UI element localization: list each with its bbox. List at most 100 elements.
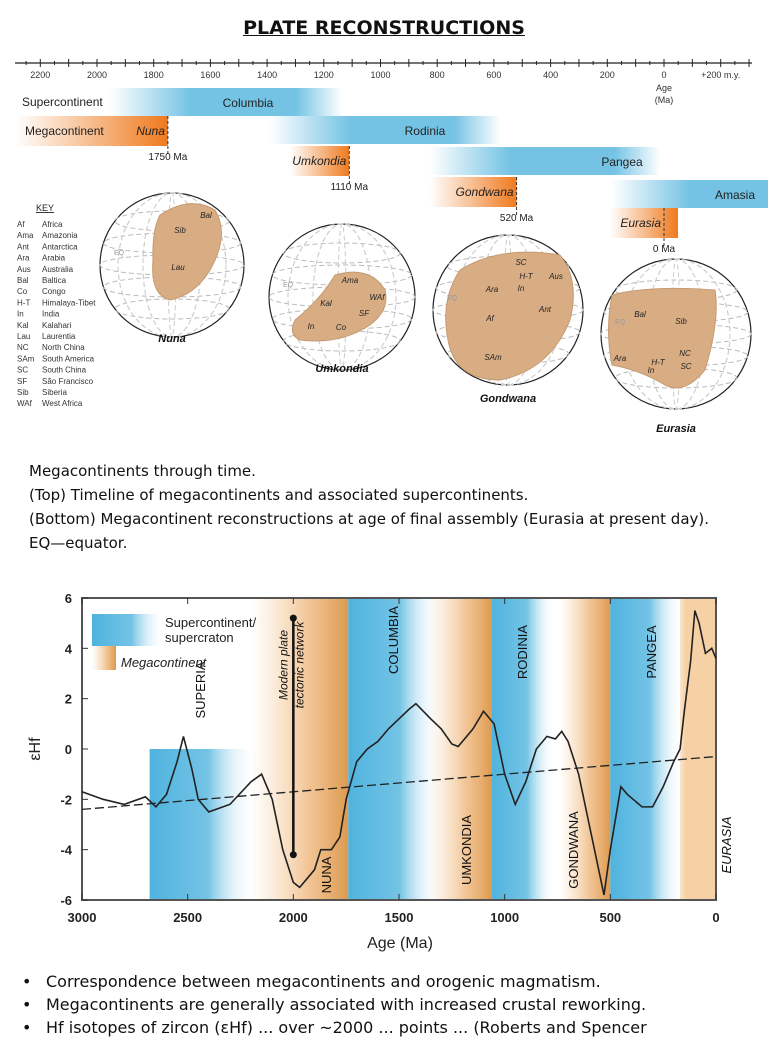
- megacontinent-label: Umkondia: [292, 154, 346, 168]
- x-tick-label: 3000: [68, 910, 97, 925]
- key-abbrev: Af: [17, 220, 25, 229]
- globe-title: Eurasia: [656, 423, 696, 435]
- key-name: India: [42, 310, 60, 319]
- band-label: SUPERIA: [193, 661, 208, 718]
- y-tick-label: 2: [65, 692, 72, 707]
- supercontinent-label: Columbia: [223, 96, 274, 110]
- region-label: Sib: [174, 226, 186, 235]
- x-tick-label: 2000: [279, 910, 308, 925]
- key-abbrev: In: [17, 310, 24, 319]
- region-label: NC: [679, 349, 691, 358]
- key-name: Siberia: [42, 388, 67, 397]
- megacontinent-label: Gondwana: [456, 185, 514, 199]
- longitude-line: [117, 192, 227, 338]
- x-tick-label: 2500: [173, 910, 202, 925]
- region-label: H-T: [651, 358, 665, 367]
- band-columbia: [348, 598, 442, 900]
- globe-eurasia: Bal Sib NC Ara H-T SC In EQ: [600, 258, 752, 410]
- tick-label: 2000: [87, 70, 107, 80]
- bands: [149, 598, 716, 900]
- tick-label: 600: [486, 70, 501, 80]
- x-axis-label: Age (Ma): [367, 935, 433, 952]
- caption-line: Megacontinents through time.: [29, 462, 256, 480]
- band-label: NUNA: [319, 856, 334, 893]
- assembly-age: 1110 Ma: [331, 182, 369, 193]
- y-tick-label: 0: [65, 742, 72, 757]
- x-tick-label: 1000: [490, 910, 519, 925]
- y-tick-label: 4: [65, 641, 73, 656]
- megacontinent-bar: [290, 146, 350, 176]
- landmass: [152, 203, 222, 301]
- bullet-text: Megacontinents are generally associated …: [46, 995, 647, 1014]
- assembly-age: 1750 Ma: [148, 152, 187, 163]
- band-pangea: [610, 598, 683, 900]
- region-label: Af: [485, 314, 494, 323]
- bullet-item: • Hf isotopes of zircon (εHf) ... over ~2…: [22, 1018, 647, 1037]
- key-abbrev: Kal: [17, 321, 29, 330]
- marker-endpoint: [289, 614, 297, 622]
- legend: Supercontinent/supercraton Megacontinent: [92, 614, 256, 670]
- tick-label: 400: [543, 70, 558, 80]
- region-label: Lau: [171, 263, 185, 272]
- globe-gondwana: SC H-T Aus Ara In Ant Af SAm EQ: [432, 234, 584, 386]
- key-name: São Francisco: [42, 377, 94, 386]
- bullet-item: • Megacontinents are generally associated…: [22, 995, 647, 1014]
- megacontinent-bar: [15, 116, 168, 146]
- region-label: SF: [359, 309, 370, 318]
- key-abbrev: NC: [17, 343, 29, 352]
- y-axis-label: εHf: [27, 737, 44, 761]
- key-name: North China: [42, 343, 85, 352]
- megacontinent-label: Nuna: [136, 124, 165, 138]
- megacontinent-bar: [610, 208, 678, 238]
- equator-label: EQ: [615, 319, 626, 326]
- landmass: [608, 287, 717, 389]
- x-tick-label: 0: [712, 910, 719, 925]
- band-rodinia: [491, 598, 556, 900]
- x-tick-label: 1500: [385, 910, 414, 925]
- band-gondwana: [559, 598, 611, 900]
- age-unit-label: (Ma): [655, 95, 674, 105]
- tick-label: 1800: [144, 70, 164, 80]
- band-eurasia: [680, 598, 716, 900]
- region-label: Bal: [200, 211, 212, 220]
- x-tick-label: 500: [599, 910, 621, 925]
- tick-label: 1400: [257, 70, 277, 80]
- region-label: In: [518, 284, 525, 293]
- region-label: Bal: [634, 310, 646, 319]
- key-name: Amazonia: [42, 231, 78, 240]
- region-label: Ara: [613, 354, 627, 363]
- tick-label: 2200: [30, 70, 50, 80]
- region-label: Ama: [341, 276, 359, 285]
- landmass: [445, 251, 574, 381]
- region-label: SC: [680, 362, 691, 371]
- y-tick-label: -2: [60, 792, 72, 807]
- megacontinent-bar: [430, 177, 517, 207]
- megacontinent-timeline-figure: 2200 2000 1800 1600 1400 1200 1000 800 600 400 200…: [15, 59, 768, 435]
- band-label: PANGEA: [644, 625, 659, 679]
- key-abbrev: Sib: [17, 388, 29, 397]
- legend-swatch-supercontinent: [92, 614, 164, 646]
- row-label: Megacontinent: [25, 124, 104, 138]
- region-label: In: [308, 322, 315, 331]
- key-abbrev: Ant: [17, 242, 30, 251]
- supercontinent-bar: [612, 180, 768, 208]
- globe-nuna: Sib Bal Lau EQ: [99, 192, 245, 338]
- key-name: West Africa: [42, 399, 83, 408]
- y-tick-label: 6: [65, 591, 72, 606]
- band-label: GONDWANA: [566, 811, 581, 889]
- caption-line: (Top) Timeline of megacontinents and ass…: [29, 486, 529, 504]
- band-label: RODINIA: [515, 625, 530, 680]
- key-abbrev: Co: [17, 287, 28, 296]
- key-abbrev: Ara: [17, 254, 30, 263]
- latitude-line: [283, 242, 401, 264]
- key-abbrev: Aus: [17, 265, 31, 274]
- equator-label: EQ: [447, 295, 458, 302]
- supercontinent-bar: [430, 147, 660, 175]
- globe-title: Gondwana: [480, 393, 536, 405]
- assembly-age: 520 Ma: [500, 213, 534, 224]
- tick-label: 1200: [314, 70, 334, 80]
- region-label: SAm: [484, 353, 502, 362]
- globe-title: Umkondia: [315, 363, 368, 375]
- key-title: KEY: [36, 203, 54, 213]
- row-label: Supercontinent: [22, 95, 103, 109]
